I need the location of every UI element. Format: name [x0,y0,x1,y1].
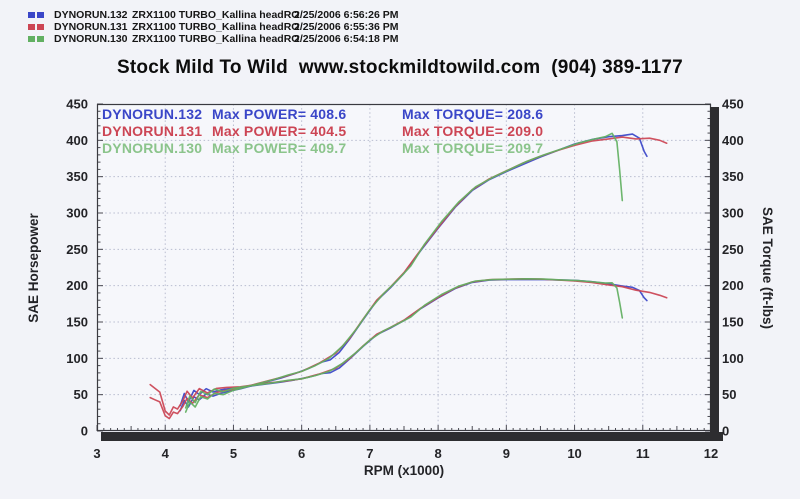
legend-run-132: DYNORUN.132 [102,106,203,122]
legend-maxpower-131: Max POWER= 404.5 [212,123,347,139]
svg-text:400: 400 [66,133,88,148]
svg-text:150: 150 [66,315,88,330]
svg-text:10: 10 [567,446,581,461]
run-132-desc: ZRX1100 TURBO_Kallina headRO [132,9,300,21]
run-131-desc: ZRX1100 TURBO_Kallina headRO [132,21,300,33]
legend-maxpower-132: Max POWER= 408.6 [212,106,347,122]
svg-text:350: 350 [722,169,744,184]
x-axis-title: RPM (x1000) [364,463,444,478]
svg-text:7: 7 [366,446,373,461]
svg-text:50: 50 [722,387,736,402]
svg-text:450: 450 [722,97,744,112]
svg-text:9: 9 [503,446,510,461]
svg-text:400: 400 [722,133,744,148]
run-130-name: DYNORUN.130 [54,33,128,45]
svg-text:250: 250 [66,242,88,257]
legend-maxtorque-132: Max TORQUE= 208.6 [402,106,544,122]
svg-text:5: 5 [230,446,237,461]
curves-dynorun-130 [184,132,624,413]
axis-shadow-bottom [101,432,723,441]
plot-legend-row-132: DYNORUN.132 Max POWER= 408.6 Max TORQUE=… [102,106,543,123]
run-130-datetime: 2/25/2006 6:54:18 PM [294,33,399,45]
svg-text:4: 4 [162,446,170,461]
svg-text:100: 100 [722,351,744,366]
legend-run-131: DYNORUN.131 [102,123,203,139]
page-title: Stock Mild To Wild www.stockmildtowild.c… [117,57,683,78]
svg-text:150: 150 [722,315,744,330]
plot-legend: DYNORUN.132 Max POWER= 408.6 Max TORQUE=… [102,106,543,157]
svg-text:300: 300 [722,206,744,221]
svg-text:12: 12 [704,446,718,461]
svg-text:0: 0 [81,424,88,439]
left-axis-title: SAE Horsepower [26,212,41,322]
run-130-desc: ZRX1100 TURBO_Kallina headRO [132,33,300,45]
run-row-131: DYNORUN.131 ZRX1100 TURBO_Kallina headRO… [28,21,399,33]
run-132-marker-icon [28,12,54,18]
plot-legend-row-130: DYNORUN.130 Max POWER= 409.7 Max TORQUE=… [102,140,543,157]
run-130-marker-icon [28,36,54,42]
svg-text:350: 350 [66,169,88,184]
gridlines [97,104,711,431]
run-row-130: DYNORUN.130 ZRX1100 TURBO_Kallina headRO… [28,33,399,45]
svg-text:200: 200 [66,278,88,293]
run-131-marker-icon [28,24,54,30]
svg-text:3: 3 [93,446,100,461]
axis-shadow-right [710,107,719,441]
svg-text:200: 200 [722,278,744,293]
plot-area [97,104,711,431]
run-131-name: DYNORUN.131 [54,21,128,33]
svg-text:8: 8 [434,446,441,461]
tick-labels: 0 0 50 50 100 100 150 150 200 200 250 250 300 300 350 3… [66,97,743,462]
legend-maxpower-130: Max POWER= 409.7 [212,140,347,156]
run-list: DYNORUN.132 ZRX1100 TURBO_Kallina headRO… [28,9,399,45]
run-131-datetime: 2/25/2006 6:55:36 PM [294,21,399,33]
right-axis-title: SAE Torque (ft-lbs) [760,207,775,329]
run-row-132: DYNORUN.132 ZRX1100 TURBO_Kallina headRO… [28,9,399,21]
power-curve-DYNORUN.130 [184,132,624,413]
legend-maxtorque-131: Max TORQUE= 209.0 [402,123,544,139]
svg-text:450: 450 [66,97,88,112]
run-132-datetime: 2/25/2006 6:56:26 PM [294,9,399,21]
svg-text:0: 0 [722,424,729,439]
plot-legend-row-131: DYNORUN.131 Max POWER= 404.5 Max TORQUE=… [102,123,543,140]
run-132-name: DYNORUN.132 [54,9,128,21]
svg-text:6: 6 [298,446,305,461]
svg-text:100: 100 [66,351,88,366]
legend-run-130: DYNORUN.130 [102,140,203,156]
svg-text:11: 11 [636,446,650,461]
svg-text:300: 300 [66,206,88,221]
torque-curve-DYNORUN.130 [184,277,624,409]
svg-text:50: 50 [74,387,88,402]
legend-maxtorque-130: Max TORQUE= 209.7 [402,140,544,156]
svg-text:250: 250 [722,242,744,257]
